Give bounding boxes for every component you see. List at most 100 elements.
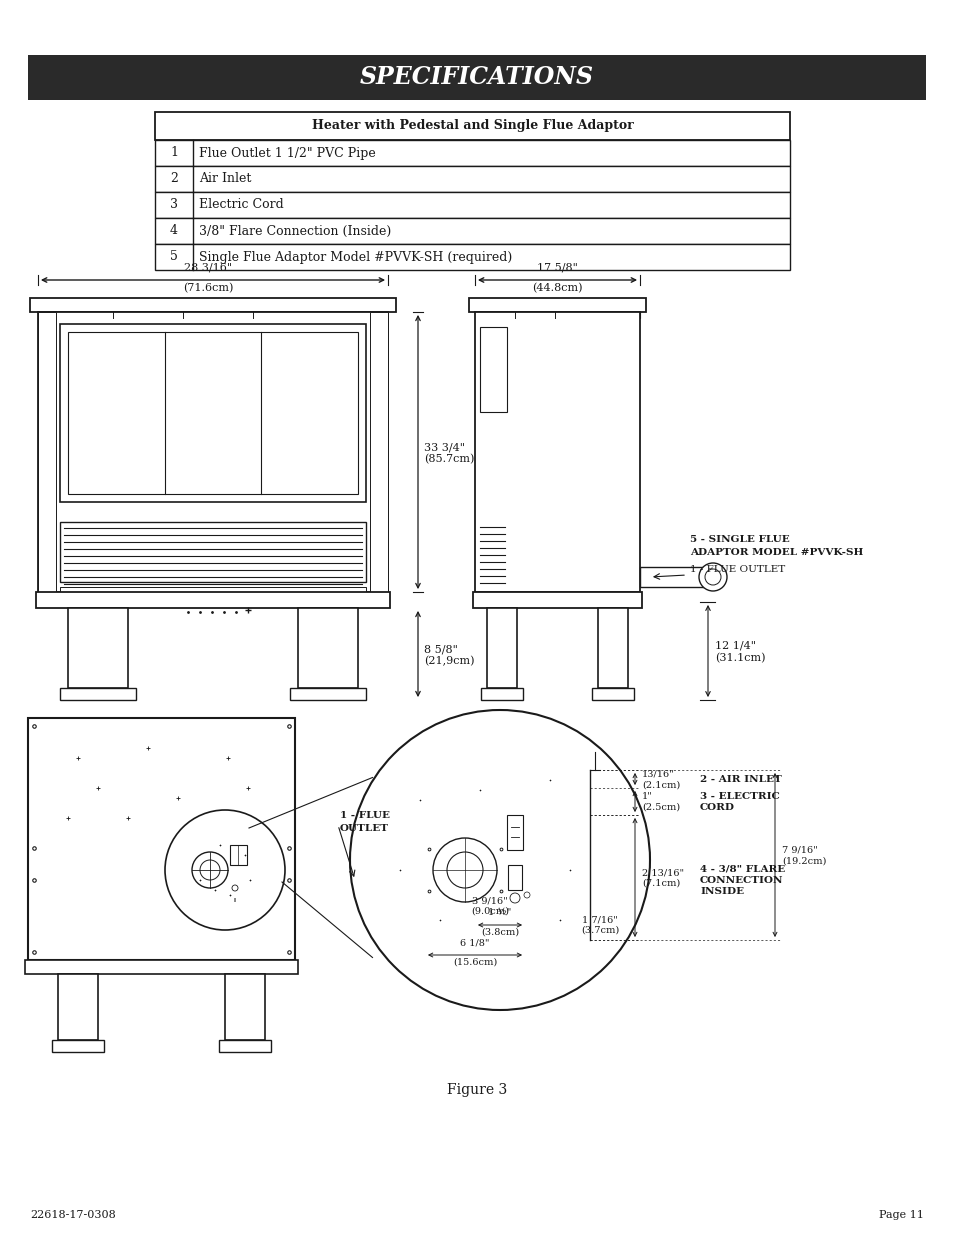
Bar: [43, 312, 382, 317]
Bar: [60, 324, 366, 501]
Text: 3: 3: [170, 199, 178, 211]
Bar: [36, 592, 390, 608]
Text: 28 3/16": 28 3/16": [184, 262, 232, 272]
Text: Page 11: Page 11: [879, 1210, 923, 1220]
Bar: [68, 608, 128, 688]
Text: (3.7cm): (3.7cm): [580, 925, 618, 935]
Text: (15.6cm): (15.6cm): [453, 958, 497, 967]
Bar: [154, 140, 789, 165]
Bar: [60, 688, 136, 700]
Text: 1 - FLUE: 1 - FLUE: [339, 811, 390, 820]
Text: (71.6cm): (71.6cm): [183, 283, 233, 294]
Circle shape: [510, 893, 519, 903]
Text: Heater with Pedestal and Single Flue Adaptor: Heater with Pedestal and Single Flue Ada…: [312, 120, 633, 132]
Text: (19.2cm): (19.2cm): [781, 857, 825, 866]
Bar: [297, 608, 357, 688]
Bar: [154, 112, 789, 140]
Bar: [52, 1040, 104, 1052]
Text: 2 13/16": 2 13/16": [641, 868, 683, 877]
Circle shape: [523, 892, 530, 898]
Bar: [154, 191, 789, 219]
Text: 5 - SINGLE FLUE: 5 - SINGLE FLUE: [689, 535, 789, 543]
Text: (21,9cm): (21,9cm): [423, 656, 474, 666]
Circle shape: [699, 563, 726, 592]
Bar: [598, 608, 627, 688]
Text: CONNECTION: CONNECTION: [700, 876, 782, 885]
Text: 8 5/8": 8 5/8": [423, 643, 457, 655]
Bar: [28, 718, 294, 960]
Bar: [507, 864, 521, 890]
Bar: [592, 688, 634, 700]
Text: (9.0cm): (9.0cm): [471, 906, 509, 915]
Bar: [30, 298, 395, 312]
Bar: [473, 592, 641, 608]
Bar: [639, 567, 704, 587]
Text: Air Inlet: Air Inlet: [199, 173, 251, 185]
Circle shape: [704, 569, 720, 585]
Text: Single Flue Adaptor Model #PVVK-SH (required): Single Flue Adaptor Model #PVVK-SH (requ…: [199, 251, 512, 263]
Bar: [25, 960, 297, 974]
Bar: [60, 522, 366, 582]
Bar: [225, 974, 265, 1040]
Text: INSIDE: INSIDE: [700, 887, 743, 897]
Bar: [230, 845, 247, 864]
Text: 1: 1: [170, 147, 178, 159]
Text: (85.7cm): (85.7cm): [423, 453, 474, 464]
Circle shape: [165, 810, 285, 930]
Text: OUTLET: OUTLET: [339, 824, 389, 832]
Bar: [38, 312, 56, 592]
Bar: [219, 1040, 271, 1052]
Bar: [486, 608, 517, 688]
Circle shape: [192, 852, 228, 888]
Text: 4 - 3/8" FLARE: 4 - 3/8" FLARE: [700, 864, 784, 874]
Text: 6 1/8": 6 1/8": [459, 939, 489, 947]
Text: 12 1/4": 12 1/4": [714, 641, 755, 651]
Bar: [475, 312, 639, 592]
Text: 1 7/16": 1 7/16": [581, 915, 618, 925]
Bar: [506, 815, 522, 850]
Text: 2 - AIR INLET: 2 - AIR INLET: [700, 774, 781, 783]
Text: (2.5cm): (2.5cm): [641, 803, 679, 811]
Circle shape: [200, 860, 220, 881]
Text: 22618-17-0308: 22618-17-0308: [30, 1210, 115, 1220]
Circle shape: [447, 852, 482, 888]
Text: 3/8" Flare Connection (Inside): 3/8" Flare Connection (Inside): [199, 225, 391, 237]
Circle shape: [433, 839, 497, 902]
Text: 13/16": 13/16": [641, 769, 674, 778]
Bar: [479, 327, 506, 412]
Bar: [480, 688, 522, 700]
Text: Figure 3: Figure 3: [446, 1083, 507, 1097]
Text: (7.1cm): (7.1cm): [641, 879, 679, 888]
Text: 1 ½": 1 ½": [488, 908, 511, 918]
Bar: [88, 605, 98, 615]
Bar: [290, 688, 366, 700]
Text: 2: 2: [170, 173, 178, 185]
Text: 1": 1": [641, 792, 652, 802]
Text: 4: 4: [170, 225, 178, 237]
Bar: [28, 56, 925, 100]
Bar: [154, 219, 789, 245]
Text: 7 9/16": 7 9/16": [781, 846, 817, 855]
Text: Electric Cord: Electric Cord: [199, 199, 283, 211]
Text: (31.1cm): (31.1cm): [714, 653, 764, 663]
Text: (2.1cm): (2.1cm): [641, 781, 679, 789]
Bar: [154, 245, 789, 270]
Circle shape: [232, 885, 237, 890]
Bar: [370, 312, 388, 592]
Text: 33 3/4": 33 3/4": [423, 442, 464, 452]
Text: II: II: [233, 898, 236, 903]
Bar: [154, 165, 789, 191]
Text: (44.8cm): (44.8cm): [532, 283, 582, 294]
Text: 17 5/8": 17 5/8": [537, 262, 578, 272]
Text: CORD: CORD: [700, 803, 734, 811]
Bar: [68, 332, 357, 494]
Circle shape: [350, 710, 649, 1010]
Bar: [58, 974, 98, 1040]
Text: 3 9/16": 3 9/16": [472, 897, 507, 905]
Text: SPECIFICATIONS: SPECIFICATIONS: [359, 65, 594, 89]
Bar: [60, 587, 366, 592]
Text: ADAPTOR MODEL #PVVK-SH: ADAPTOR MODEL #PVVK-SH: [689, 548, 862, 557]
Bar: [475, 312, 639, 317]
Bar: [469, 298, 645, 312]
Text: 3 - ELECTRIC: 3 - ELECTRIC: [700, 792, 779, 802]
